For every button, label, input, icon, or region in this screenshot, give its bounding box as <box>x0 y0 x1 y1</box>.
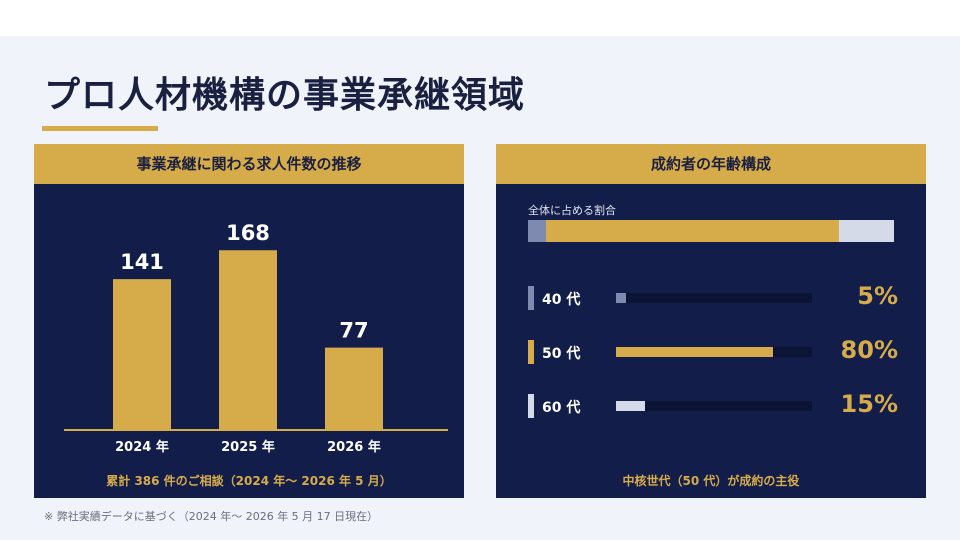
share-segment-3 <box>839 220 894 242</box>
age-row-3: 60 代 15% <box>528 390 898 418</box>
age-row-1: 40 代 5% <box>528 282 898 310</box>
age-bar-track-2 <box>616 347 812 357</box>
share-segment-2 <box>546 220 840 242</box>
share-label: 全体に占める割合 <box>528 204 616 217</box>
bar-2 <box>219 250 277 430</box>
bar-3 <box>325 347 383 430</box>
bar-value-label-1: 141 <box>120 250 164 274</box>
age-composition-title: 成約者の年齢構成 <box>496 144 926 184</box>
age-composition-summary: 中核世代（50 代）が成約の主役 <box>622 474 800 488</box>
age-marker-3 <box>528 394 534 418</box>
job-openings-chart-title: 事業承継に関わる求人件数の推移 <box>34 144 464 184</box>
age-composition-panel: 成約者の年齢構成 全体に占める割合 40 代 5% 50 代 80% 60 代 15% 中… <box>496 144 926 498</box>
age-percent-2: 80% <box>840 336 898 364</box>
age-percent-1: 5% <box>857 282 898 310</box>
age-bar-3 <box>616 401 646 411</box>
category-label-3: 2026 年 <box>327 439 381 455</box>
age-row-2: 50 代 80% <box>528 336 898 364</box>
footnote: ※ 弊社実績データに基づく（2024 年～ 2026 年 5 月 17 日現在） <box>44 510 379 523</box>
bar-value-label-2: 168 <box>226 221 270 245</box>
age-label-3: 60 代 <box>542 400 581 416</box>
age-bar-track-3 <box>616 401 812 411</box>
share-stacked-bar <box>528 220 894 242</box>
bar-value-label-3: 77 <box>339 319 368 343</box>
age-percent-3: 15% <box>840 390 898 418</box>
category-label-1: 2024 年 <box>115 439 169 455</box>
job-openings-chart-panel: 事業承継に関わる求人件数の推移 141 2024 年 168 2025 年 77 2026… <box>34 144 464 498</box>
page-title: プロ人材機構の事業承継領域 <box>44 75 526 116</box>
age-bar-track-1 <box>616 293 812 303</box>
bar-1 <box>113 279 171 430</box>
age-marker-1 <box>528 286 534 310</box>
job-openings-bar-chart: 141 2024 年 168 2025 年 77 2026 年 <box>64 221 448 455</box>
age-bar-1 <box>616 293 626 303</box>
share-segment-1 <box>528 220 547 242</box>
age-bar-2 <box>616 347 773 357</box>
category-label-2: 2025 年 <box>221 439 275 455</box>
age-label-2: 50 代 <box>542 346 581 362</box>
title-underline <box>42 126 158 131</box>
job-openings-summary: 累計 386 件のご相談（2024 年～ 2026 年 5 月） <box>106 474 392 488</box>
age-marker-2 <box>528 340 534 364</box>
age-label-1: 40 代 <box>542 292 581 308</box>
